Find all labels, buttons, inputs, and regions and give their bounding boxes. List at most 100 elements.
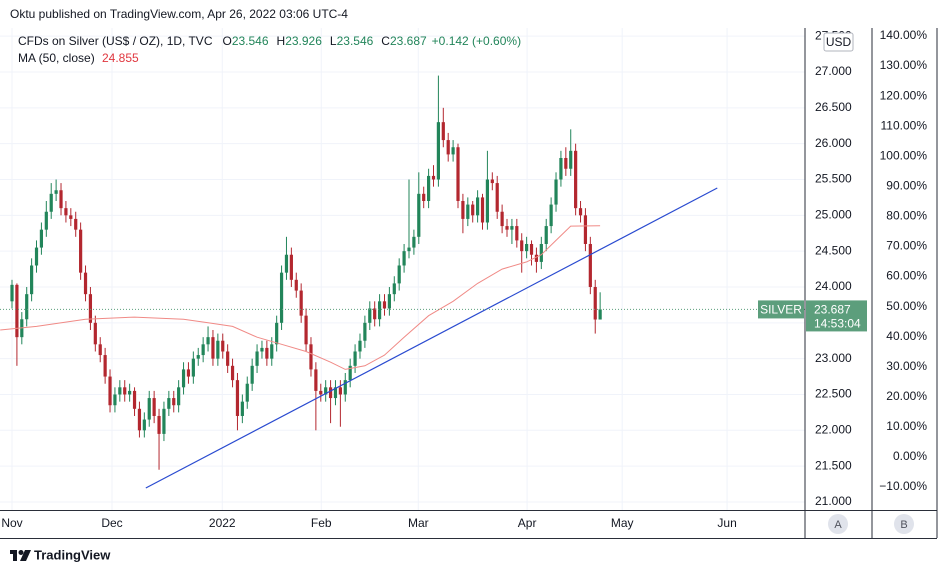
y2-tick-label: 60.00% xyxy=(886,269,927,283)
candle-body xyxy=(554,179,558,205)
logo-part xyxy=(20,550,31,561)
moving-average xyxy=(0,225,601,370)
trendline xyxy=(145,187,718,489)
candle-body xyxy=(598,309,602,320)
y2-tick-label: −10.00% xyxy=(879,479,927,493)
symbol-tag: SILVER xyxy=(760,303,802,317)
x-tick-label: Feb xyxy=(311,516,332,530)
candle-body xyxy=(324,387,328,395)
candle-body xyxy=(314,369,318,391)
x-tick-label: Dec xyxy=(101,516,122,530)
candle-body xyxy=(397,265,401,284)
candle-body xyxy=(368,308,372,323)
candle-body xyxy=(118,387,122,395)
plot xyxy=(0,75,805,489)
candle-body xyxy=(353,351,357,366)
candle-body xyxy=(544,226,548,244)
candle-body xyxy=(505,226,509,230)
candle-body xyxy=(319,390,323,395)
candle-body xyxy=(593,286,597,320)
candle-body xyxy=(333,387,338,399)
candle-body xyxy=(471,204,475,216)
candle-body xyxy=(549,204,553,227)
x-tick-label: Nov xyxy=(1,516,22,530)
candle-body xyxy=(142,419,146,431)
candle-body xyxy=(230,365,235,381)
x-tick-label: Apr xyxy=(518,516,537,530)
candle-body xyxy=(157,415,161,434)
legend-key: H xyxy=(277,34,286,48)
y-tick-label: 21.000 xyxy=(815,494,852,508)
candle-body xyxy=(113,394,117,406)
candle-body xyxy=(578,208,583,216)
candle-body xyxy=(98,344,102,356)
candle-body xyxy=(539,243,543,262)
candle-body xyxy=(44,211,48,230)
candle-body xyxy=(348,365,352,381)
legend-value: 23.687 xyxy=(390,34,427,48)
candle-body xyxy=(181,369,186,388)
candle-body xyxy=(216,340,220,359)
candle-body xyxy=(559,157,563,180)
scale-button[interactable]: B xyxy=(900,519,907,531)
legend-key: C xyxy=(381,34,390,48)
candle-body xyxy=(226,351,230,366)
symbol-title: CFDs on Silver (US$ / OZ), 1D, TVC xyxy=(18,34,213,48)
x-tick-label: Jun xyxy=(717,516,736,530)
candle-body xyxy=(54,190,58,194)
y-tick-label: 23.000 xyxy=(815,351,852,365)
brand-logo xyxy=(10,550,31,561)
currency-badge[interactable]: USD xyxy=(826,35,852,49)
y-tick-label: 25.000 xyxy=(815,207,852,221)
candle-body xyxy=(147,398,151,420)
y-tick-label: 21.500 xyxy=(815,458,852,472)
candle-body xyxy=(294,279,298,291)
candle-body xyxy=(417,193,421,237)
candle-body xyxy=(137,408,142,431)
brand-name: TradingView xyxy=(34,547,111,562)
candle-body xyxy=(108,376,112,406)
legend-value: 23.926 xyxy=(285,34,322,48)
scale-button-bg[interactable] xyxy=(894,514,914,534)
y-tick-label: 27.000 xyxy=(815,64,852,78)
candle-body xyxy=(83,272,88,295)
candle-body xyxy=(167,398,171,409)
candle-body xyxy=(64,208,68,216)
candle-body xyxy=(299,290,303,316)
candle-body xyxy=(441,122,445,141)
y2-tick-label: 20.00% xyxy=(886,389,927,403)
legend-key: L xyxy=(330,34,337,48)
candle-body xyxy=(309,344,313,370)
candle-body xyxy=(25,294,29,320)
labels: 21.00021.50022.00022.50023.00023.50024.0… xyxy=(1,28,927,562)
candle-body xyxy=(520,240,524,252)
candle-body xyxy=(588,243,592,287)
scale-button[interactable]: A xyxy=(834,519,842,531)
candle-body xyxy=(240,401,244,416)
candle-body xyxy=(466,204,470,219)
scale-button-bg[interactable] xyxy=(828,514,848,534)
candle-body xyxy=(377,301,382,320)
logo-part xyxy=(18,550,24,555)
candle-body xyxy=(88,294,93,323)
candle-body xyxy=(128,390,132,395)
ma-title: MA (50, close) xyxy=(18,51,95,65)
candle-body xyxy=(69,215,73,219)
y2-tick-label: 0.00% xyxy=(893,449,927,463)
candle-body xyxy=(564,157,568,169)
candle-body xyxy=(191,358,195,377)
candle-body xyxy=(436,122,441,180)
candle-body xyxy=(186,369,191,377)
candle-body xyxy=(485,179,490,223)
candle-body xyxy=(211,337,215,359)
candle-body xyxy=(162,408,166,434)
candle-body xyxy=(363,322,367,341)
axes xyxy=(0,28,938,539)
candle-body xyxy=(412,236,416,248)
legend-change: +0.142 (+0.60%) xyxy=(432,34,521,48)
candle-body xyxy=(525,243,529,252)
candle-body xyxy=(255,351,259,366)
x-tick-label: Mar xyxy=(408,516,429,530)
candle-body xyxy=(49,193,53,212)
candle-body xyxy=(79,229,83,273)
